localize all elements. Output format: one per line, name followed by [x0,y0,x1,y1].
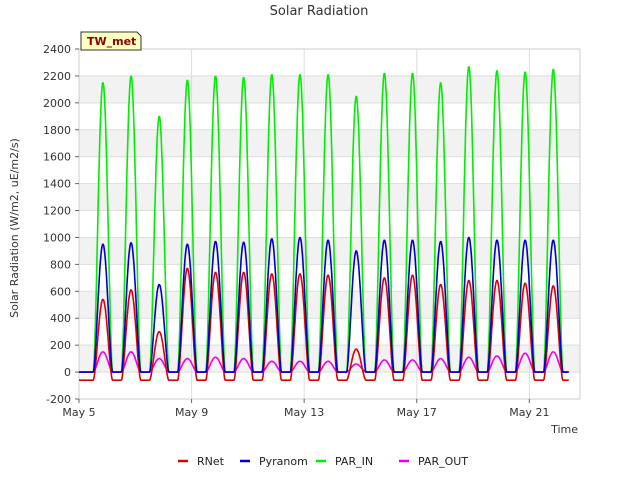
y-tick-label: 1000 [43,231,71,244]
y-tick-label: 2400 [43,43,71,56]
y-tick-label: 1800 [43,124,71,137]
plot-band [79,210,580,238]
y-tick-label: 600 [50,285,71,298]
x-axis-ticks: May 5 May 9 May 13 May 17 May 21 [62,399,549,419]
plot-frame [78,48,581,400]
chart-title: Solar Radiation [270,4,369,19]
y-tick-label: 2000 [43,97,71,110]
legend-label-pyranom: Pyranom [259,455,308,468]
x-tick-label: May 9 [175,406,208,419]
x-axis-label: Time [550,423,578,436]
plot-band [79,156,580,184]
station-tag-box [80,31,142,51]
plot-band [79,129,580,157]
legend-label-par_in: PAR_IN [335,455,373,468]
x-tick-label: May 21 [509,406,549,419]
y-tick-label: 1600 [43,151,71,164]
series-layer [79,66,569,382]
plot-band [79,49,580,76]
y-tick-label: 400 [50,312,71,325]
station-tag-text: TW_met [87,35,136,48]
x-tick-label: May 5 [62,406,95,419]
y-tick-label: 800 [50,258,71,271]
x-tick-label: May 17 [397,406,437,419]
y-axis-ticks: -200 0 200 400 600 800 1000 1200 1400 1600 1800 200… [43,43,79,406]
y-tick-label: 2200 [43,70,71,83]
y-tick-label: 0 [64,366,71,379]
series-line-pyranom [79,236,569,373]
station-tag: TW_met [80,31,142,51]
plot-band [79,345,580,373]
y-tick-label: 1400 [43,178,71,191]
x-tick-label: May 13 [284,406,324,419]
y-axis-label: Solar Radiation (W/m2, uE/m2/s) [8,138,21,318]
legend: RNet Pyranom PAR_IN PAR_OUT [178,455,468,468]
y-tick-label: -200 [46,393,71,406]
plot-band [79,102,580,130]
y-tick-label: 200 [50,339,71,352]
y-tick-label: 1200 [43,205,71,218]
legend-label-par_out: PAR_OUT [418,455,468,468]
legend-label-rnet: RNet [197,455,225,468]
plot-band [79,372,580,399]
series-line-rnet [79,267,569,382]
